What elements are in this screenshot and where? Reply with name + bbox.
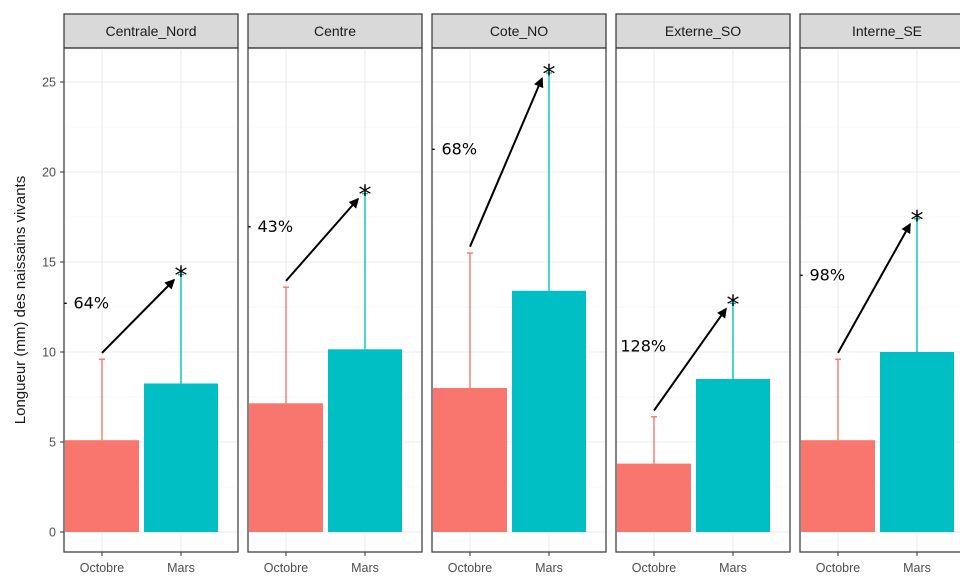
bar-octobre [65,440,139,532]
bar-octobre [249,403,323,532]
percent-change-label: + 68% [423,140,477,159]
x-tick-label: Octobre [448,561,493,575]
percent-change-label: + 43% [239,217,293,236]
increase-arrow [837,222,911,354]
significance-star: * [727,290,740,320]
significance-star: * [911,206,924,236]
facet-plot-area: + 64% * [55,48,238,552]
facet-strip-label: Centre [314,23,356,39]
x-tick-label: Octobre [80,561,125,575]
x-tick-label: Octobre [632,561,677,575]
bar-octobre [617,463,691,532]
increase-arrow [653,307,727,412]
bar-octobre [801,440,875,532]
percent-change-label: + 64% [55,293,109,312]
y-tick-label: 10 [42,346,56,360]
bar-octobre [433,388,507,532]
significance-star: * [359,181,372,211]
facet-panel-border [247,47,423,553]
facet-externe-so: Externe_SO + 128% * Octobre Mars [602,13,791,575]
facet-cote-no: Cote_NO + 68% * Octobre Mars [423,13,607,575]
x-tick-label: Octobre [816,561,861,575]
significance-star: * [175,262,188,292]
facet-plot-area: + 43% * [239,48,422,552]
x-tick-label: Mars [535,561,563,575]
y-tick-label: 20 [42,166,56,180]
x-tick-label: Mars [719,561,747,575]
facet-centre: Centre + 43% * Octobre Mars [239,13,423,575]
percent-change-label: + 98% [791,266,845,285]
y-tick-label: 25 [42,76,56,90]
percent-change-label: + 128% [602,337,666,356]
bar-mars [696,379,770,532]
facet-strip [247,13,423,49]
facet-plot-area: + 128% * [602,48,790,552]
facet-plot-area: + 68% * [423,48,606,552]
y-tick-label: 5 [49,436,56,450]
facet-strip-label: Centrale_Nord [105,23,196,39]
facet-panel-border [63,47,239,553]
x-tick-label: Mars [903,561,931,575]
y-tick-label: 0 [49,526,56,540]
y-axis-title: Longueur (mm) des naissains vivants [12,176,29,424]
x-tick-label: Mars [167,561,195,575]
facet-strip-label: Externe_SO [665,23,741,39]
facet-plot-area: + 98% * [791,48,960,552]
increase-arrow [101,278,176,354]
bar-mars [880,352,954,532]
bar-mars [512,290,586,532]
facet-panel-border [615,47,791,553]
increase-arrow [285,197,359,282]
increase-arrow [469,77,544,248]
facet-panel-border [431,47,607,553]
facet-strip-label: Cote_NO [490,23,548,39]
bar-mars [144,383,218,532]
significance-star: * [543,60,556,90]
y-tick-label: 15 [42,256,56,270]
facet-strip-label: Interne_SE [852,23,922,39]
facet-interne-se: Interne_SE + 98% * Octobre Mars [791,13,960,575]
facet-centrale-nord: Centrale_Nord + 64% * Octobre Mars [55,13,239,575]
bar-mars [328,349,402,532]
x-tick-label: Mars [351,561,379,575]
facet-panels: 0 5 10 15 20 25 Centrale_Nord + 64% * Octobre Mars… [42,13,960,575]
facet-strip [431,13,607,49]
facet-panel-border [799,47,960,553]
x-tick-label: Octobre [264,561,309,575]
